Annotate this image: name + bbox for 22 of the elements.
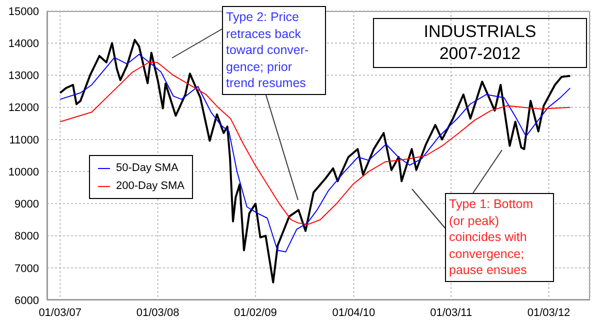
x-tick-label: 01/02/09: [234, 306, 277, 319]
line-series: [59, 38, 572, 284]
legend-label: 50-Day SMA: [116, 162, 178, 174]
y-tick-label: 7000: [14, 262, 39, 275]
x-tick-label: 01/03/12: [527, 306, 570, 319]
y-tick-label: 13000: [8, 70, 39, 82]
y-tick-label: 15000: [8, 6, 39, 18]
x-tick-label: 01/03/07: [38, 306, 82, 319]
annotation: Type 1: Bottom (or peak) coincides with convergence; pause ensues: [445, 193, 554, 282]
x-tick-label: 01/03/08: [136, 306, 180, 319]
y-tick-label: 6000: [14, 294, 39, 307]
title-frame: INDUSTRIALS 2007-2012: [373, 18, 587, 68]
y-tick-label: 11000: [9, 134, 39, 146]
legend-label: 200-Day SMA: [116, 180, 184, 192]
annotation: Type 2: Price retraces back toward conver-gence; prior trend resumes: [222, 6, 326, 94]
y-tick-label: 8000: [14, 230, 39, 243]
y-tick-label: 9000: [14, 198, 39, 211]
y-tick-label: 14000: [8, 38, 39, 50]
y-tick-label: 10000: [8, 166, 39, 178]
y-tick-label: 12000: [8, 102, 39, 114]
x-tick-label: 01/03/11: [430, 306, 472, 319]
x-tick-label: 01/04/10: [332, 306, 376, 319]
